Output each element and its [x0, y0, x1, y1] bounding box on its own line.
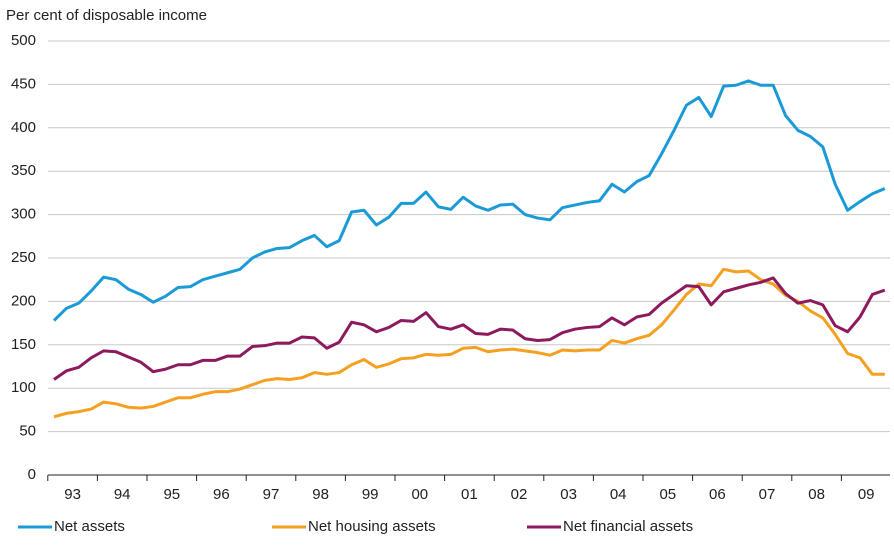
x-tick-label: 95: [163, 486, 180, 503]
x-tick-label: 94: [114, 486, 131, 503]
x-tick-label: 07: [759, 486, 776, 503]
y-tick-label: 500: [11, 32, 36, 49]
x-tick-label: 08: [808, 486, 825, 503]
x-tick-label: 03: [560, 486, 577, 503]
y-tick-label: 200: [11, 292, 36, 309]
series-line: [53, 276, 886, 381]
x-tick-label: 00: [411, 486, 428, 503]
legend-label: Net assets: [54, 518, 125, 535]
x-tick-label: 93: [64, 486, 81, 503]
x-tick-label: 99: [362, 486, 379, 503]
x-tick-label: 96: [213, 486, 230, 503]
y-tick-label: 300: [11, 206, 36, 223]
y-tick-label: 450: [11, 75, 36, 92]
y-axis-label: Per cent of disposable income: [6, 7, 207, 24]
y-tick-label: 0: [28, 466, 36, 483]
x-tick-label: 01: [461, 486, 478, 503]
x-tick-label: 05: [659, 486, 676, 503]
series-line: [52, 79, 886, 322]
series-line: [53, 267, 885, 419]
y-tick-label: 350: [11, 162, 36, 179]
y-tick-label: 50: [19, 423, 36, 440]
x-tick-label: 09: [858, 486, 875, 503]
y-tick-label: 150: [11, 336, 36, 353]
x-tick-label: 02: [511, 486, 528, 503]
y-tick-label: 100: [11, 379, 36, 396]
y-tick-label: 250: [11, 249, 36, 266]
legend-label: Net financial assets: [563, 518, 693, 535]
x-tick-label: 06: [709, 486, 726, 503]
x-tick-label: 97: [263, 486, 280, 503]
y-tick-label: 400: [11, 119, 36, 136]
x-tick-label: 98: [312, 486, 329, 503]
x-tick-label: 04: [610, 486, 627, 503]
legend-label: Net housing assets: [308, 518, 436, 535]
